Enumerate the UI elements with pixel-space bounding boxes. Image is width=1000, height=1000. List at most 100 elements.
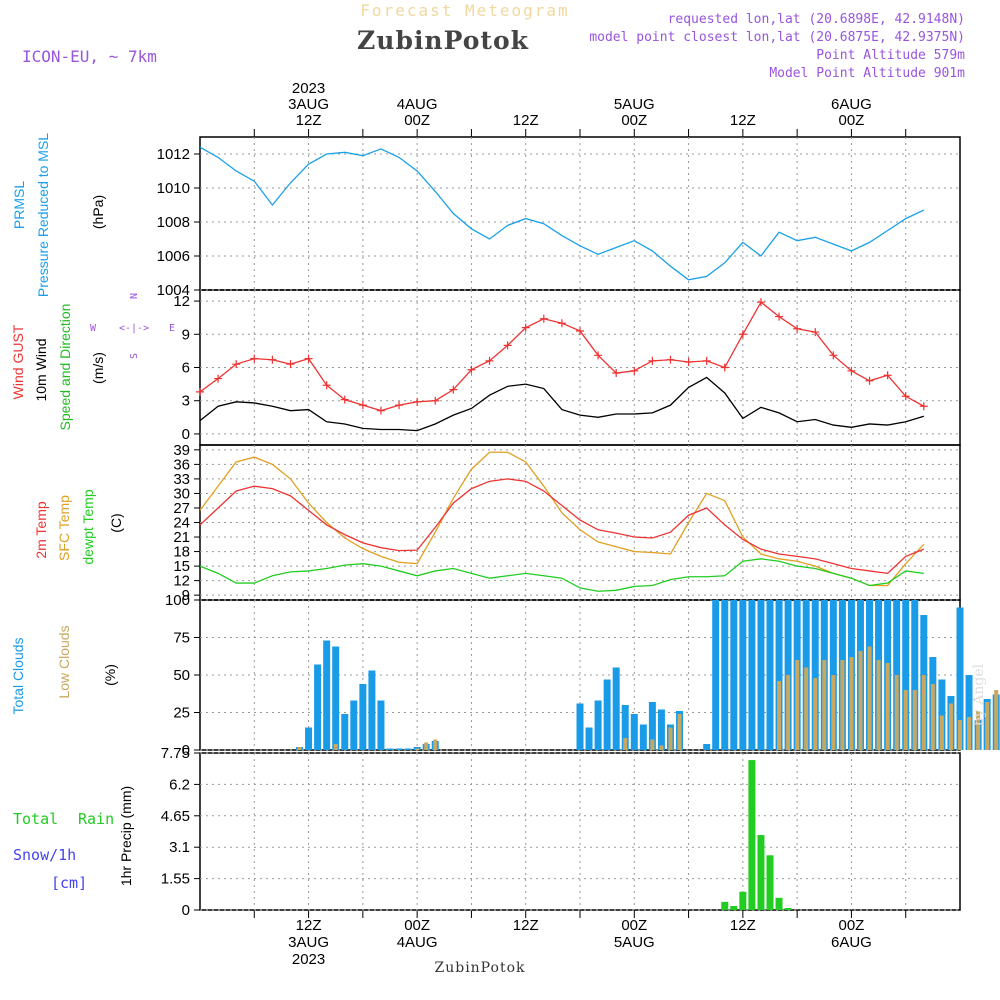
precip-unit: 1hr Precip (mm) xyxy=(118,786,134,886)
total-cloud-bar xyxy=(712,600,720,750)
gust-point xyxy=(521,323,530,332)
gridlines xyxy=(194,129,960,918)
bottom-axis-label: 2023 xyxy=(292,951,325,968)
total-cloud-bar xyxy=(811,600,819,750)
wind-unit: (m/s) xyxy=(90,352,106,384)
low-cloud-bar xyxy=(867,646,872,750)
gust-point xyxy=(630,366,639,375)
low-cloud-bar xyxy=(967,717,972,750)
total-cloud-bar xyxy=(386,748,394,750)
ytick-label: 36 xyxy=(173,456,190,473)
wind-gust-label: Wind GUST xyxy=(10,324,26,399)
precip-bar xyxy=(748,760,756,910)
low-cloud-bar xyxy=(930,684,935,750)
bottom-axis-label: 12Z xyxy=(296,917,322,934)
temp-sfc-label: SFC Temp xyxy=(56,495,72,561)
ytick-label: 21 xyxy=(173,529,190,546)
pressure-panel xyxy=(199,136,961,291)
gust-point xyxy=(919,402,928,411)
closest-coords: model point closest lon,lat (20.6875E, 4… xyxy=(589,30,965,45)
total-cloud-bar xyxy=(657,709,665,750)
pressure-unit: (hPa) xyxy=(90,195,106,229)
total-cloud-bar xyxy=(585,727,593,750)
clouds-low-label: Low Clouds xyxy=(56,625,72,698)
low-cloud-bar xyxy=(831,675,836,750)
total-cloud-bar xyxy=(621,705,629,750)
gust-point xyxy=(340,395,349,404)
model-altitude: Model Point Altitude 901m xyxy=(769,66,965,81)
total-cloud-bar xyxy=(332,646,340,750)
bottom-axis-label: 3AUG xyxy=(288,934,329,951)
total-cloud-bar xyxy=(748,600,756,750)
low-cloud-bar xyxy=(976,711,981,750)
total-cloud-bar xyxy=(404,748,412,750)
precip-total-label: Total xyxy=(13,810,58,828)
low-cloud-bar xyxy=(813,678,818,750)
low-cloud-bar xyxy=(948,703,953,750)
pressure-label-2: Pressure Reduced to MSL xyxy=(35,133,51,297)
low-cloud-bar xyxy=(804,667,809,750)
gust-point xyxy=(304,354,313,363)
top-axis-label: 3AUG xyxy=(288,96,329,113)
ytick-label: 1010 xyxy=(157,180,190,197)
ytick-label: 24 xyxy=(173,515,190,532)
precip-bar xyxy=(757,835,765,910)
total-cloud-bar xyxy=(350,700,358,750)
ytick-label: 50 xyxy=(173,667,190,684)
bottom-axis-label: 4AUG xyxy=(397,934,438,951)
sfc-temp-line xyxy=(199,451,925,587)
model-label: ICON-EU, ~ 7km xyxy=(22,47,157,66)
low-cloud-bar xyxy=(849,657,854,750)
gust-point xyxy=(268,355,277,364)
low-cloud-bar xyxy=(668,727,673,750)
total-cloud-bar xyxy=(305,727,313,750)
gust-point xyxy=(829,351,838,360)
temp-2m-line xyxy=(199,478,925,575)
ytick-label: 1006 xyxy=(157,248,190,265)
low-cloud-bar xyxy=(786,675,791,750)
low-cloud-bar xyxy=(415,748,420,750)
ytick-label: 27 xyxy=(173,500,190,517)
temp-unit: (C) xyxy=(108,513,124,532)
precip-cm-label: [cm] xyxy=(51,874,87,892)
requested-coords: requested lon,lat (20.6898E, 42.9148N) xyxy=(668,12,965,27)
total-cloud-bar xyxy=(630,714,638,750)
ytick-label: 6 xyxy=(182,360,190,377)
svg-text:E: E xyxy=(169,323,175,334)
precip-bar xyxy=(784,907,792,910)
ytick-label: 30 xyxy=(173,485,190,502)
bottom-axis-label: 12Z xyxy=(730,917,756,934)
ytick-label: 25 xyxy=(173,705,190,722)
gust-point xyxy=(720,363,729,372)
low-cloud-bar xyxy=(333,744,338,750)
low-cloud-bar xyxy=(777,681,782,750)
low-cloud-bar xyxy=(939,715,944,750)
ytick-label: 33 xyxy=(173,471,190,488)
total-cloud-bar xyxy=(730,600,738,750)
gust-point xyxy=(413,397,422,406)
gust-point xyxy=(775,312,784,321)
chart-title: Forecast Meteogram xyxy=(360,1,569,20)
total-cloud-bar xyxy=(341,714,349,750)
low-cloud-bar xyxy=(623,738,628,750)
total-cloud-bar xyxy=(956,607,964,750)
gust-point xyxy=(756,298,765,307)
gust-point xyxy=(485,356,494,365)
wind-10m-label: 10m Wind xyxy=(33,338,49,401)
svg-text:S: S xyxy=(129,353,140,359)
ytick-label: 100 xyxy=(165,592,190,609)
total-cloud-bar xyxy=(594,700,602,750)
location-title: ZubinPotok xyxy=(357,26,529,55)
gust-point xyxy=(847,366,856,375)
temp-dewpt-label: dewpt Temp xyxy=(80,489,96,564)
total-cloud-bar xyxy=(703,744,711,750)
dewpt-line xyxy=(199,558,924,592)
low-cloud-bar xyxy=(876,660,881,750)
total-cloud-bar xyxy=(775,600,783,750)
gust-point xyxy=(738,330,747,339)
top-axis-label: 2023 xyxy=(292,80,325,97)
ytick-label: 9 xyxy=(182,326,190,343)
precip-snow-label: Snow/1h xyxy=(13,846,76,864)
gust-point xyxy=(250,354,259,363)
